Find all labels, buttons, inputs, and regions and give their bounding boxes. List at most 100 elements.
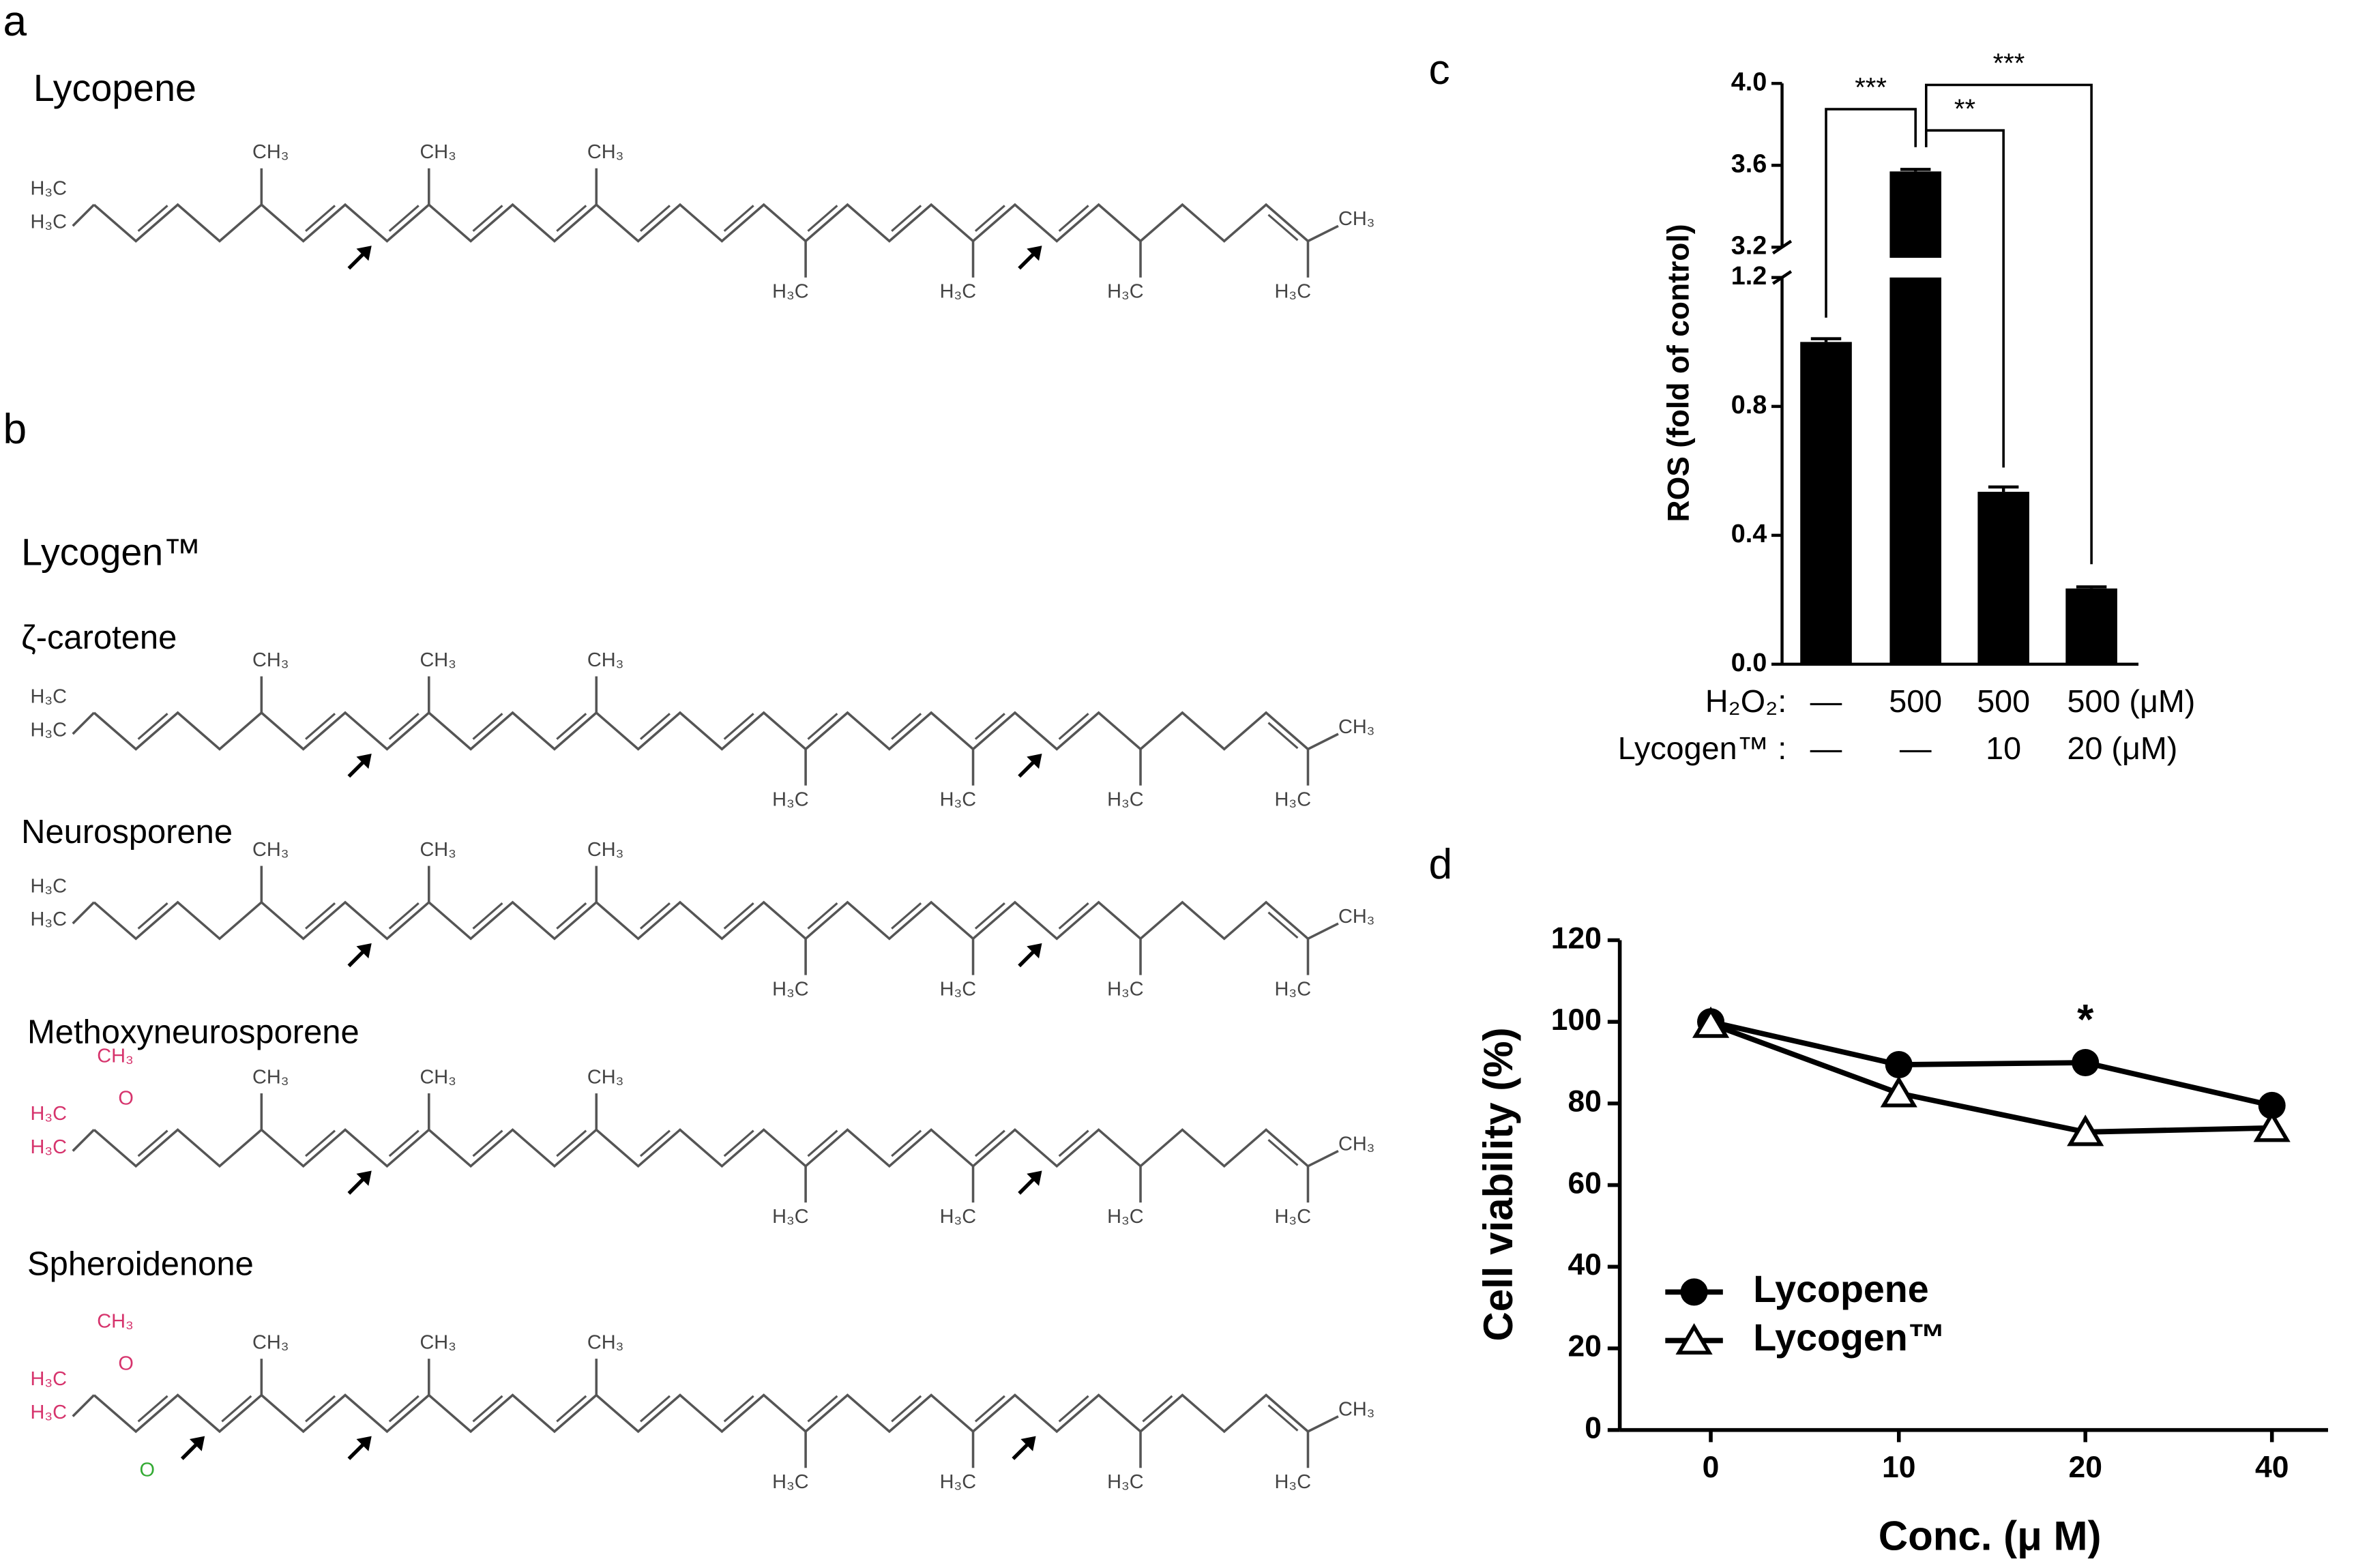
double-bond [472,902,503,930]
atom-label: CH₃ [252,649,289,671]
line [1709,1021,2272,1135]
double-bond [1267,1404,1299,1432]
bond [1307,224,1339,243]
atom-label: H₃C [1107,979,1144,1001]
atom-label: H₃C [940,281,977,303]
atom-label: CH₃ [587,141,624,163]
bond [1307,1149,1339,1168]
x-row-cell: 10 [1986,730,2021,766]
double-bond [807,1395,838,1423]
double-bond [556,713,587,740]
double-bond [305,1129,336,1157]
bond [72,711,95,735]
x-row-cell: 500 (μM) [2068,683,2196,719]
y-tick-label: 60 [1568,1166,1601,1200]
double-bond [639,1395,671,1423]
double-bond [639,713,671,740]
bond [72,1129,95,1152]
atom-label: CH₃ [1338,208,1375,230]
atom-label: H₃C [30,1402,67,1423]
atom-label: CH₃ [252,839,289,861]
bond [72,203,95,227]
atom-label: CH₃ [420,1066,456,1088]
arrow-head [356,943,372,959]
atom-label: H₃C [30,685,67,707]
bar [1977,492,2029,664]
panel-label: b [3,406,27,453]
arrow-head [189,1436,205,1451]
bond [1307,733,1339,750]
marker [2072,1049,2100,1077]
atom-label: O [118,1353,133,1375]
double-bond [137,1395,168,1423]
significance-bracket [1825,108,1917,318]
double-bond [807,205,838,232]
double-bond [1267,722,1299,750]
y-axis-label: Cell viability (%) [1475,1027,1521,1341]
panel-label: c [1428,46,1450,93]
atom-label: H₃C [30,875,67,897]
double-bond [137,902,168,930]
double-bond [639,205,671,232]
atom-label: CH₃ [1338,1133,1375,1155]
atom-label: CH₃ [587,649,624,671]
double-bond [305,713,336,740]
double-bond [723,902,754,930]
double-bond [388,1129,420,1157]
significance-label: *** [1993,48,2025,78]
atom-label: H₃C [940,1471,977,1493]
bar [1889,277,1941,664]
double-bond [1058,1395,1089,1423]
double-bond [556,1395,587,1423]
marker [2067,1114,2104,1147]
x-row-cell: — [1810,683,1842,719]
double-bond [137,713,168,740]
double-bond [137,1129,168,1157]
significance-label: *** [1855,73,1887,103]
double-bond [1058,1129,1089,1157]
x-tick-label: 40 [2255,1451,2289,1484]
y-tick-label: 80 [1568,1085,1601,1119]
atom-label: CH₃ [587,1332,624,1354]
atom-label: H₃C [1107,1206,1144,1228]
double-bond [305,902,336,930]
double-bond [1267,1138,1299,1166]
double-bond [723,713,754,740]
y-tick-label: 1.2 [1731,262,1767,291]
legend-label: Lycopene [1753,1268,1928,1310]
x-row-cell: — [1900,730,1932,766]
atom-label: CH₃ [97,1310,134,1332]
bond-chain [93,1128,1309,1168]
line [1710,1019,2273,1108]
y-tick-label: 0.4 [1731,520,1767,548]
bond [72,1394,95,1417]
y-tick-label: 0 [1585,1411,1602,1445]
double-bond [388,205,420,232]
marker [1680,1278,1708,1306]
double-bond [388,713,420,740]
double-bond [1058,713,1089,740]
double-bond [472,1129,503,1157]
structure-name: Spheroidenone [27,1245,254,1282]
double-bond [807,713,838,740]
panel-label: d [1428,841,1452,888]
double-bond [974,713,1005,740]
atom-label: CH₃ [420,839,456,861]
atom-label: CH₃ [1338,906,1375,928]
atom-label: H₃C [1275,1471,1312,1493]
atom-label: H₃C [30,1103,67,1125]
bond [72,901,95,925]
double-bond [305,205,336,232]
y-tick-label: 40 [1568,1248,1601,1282]
double-bond [974,902,1005,930]
bond-chain [93,900,1309,941]
x-row-cell: 20 (μM) [2068,730,2178,766]
double-bond [639,902,671,930]
arrow-head [1027,246,1042,261]
y-axis-label: ROS (fold of control) [1662,224,1695,522]
double-bond [1058,205,1089,232]
atom-label: H₃C [1275,979,1312,1001]
bond [1307,1415,1339,1433]
atom-label: CH₃ [587,1066,624,1088]
